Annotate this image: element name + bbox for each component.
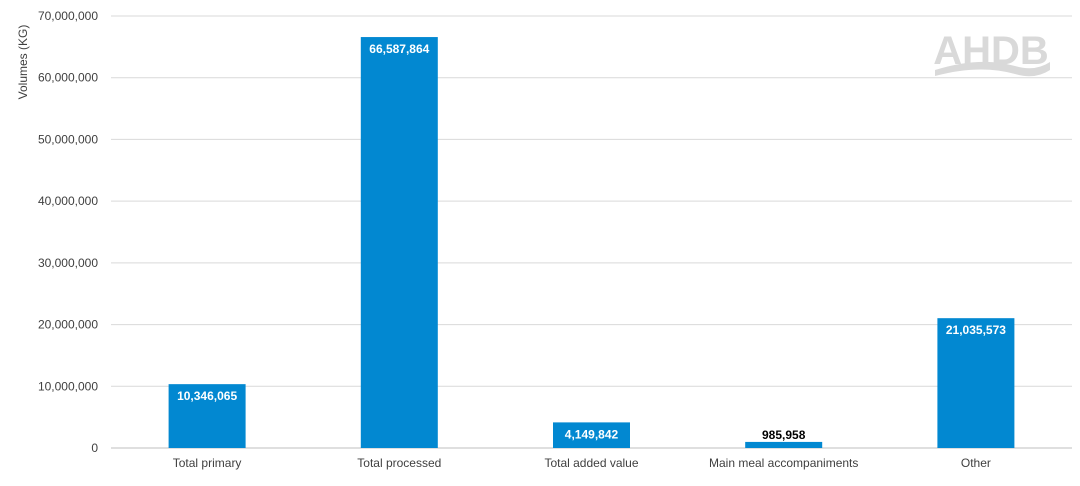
data-label: 21,035,573 xyxy=(946,323,1006,337)
y-tick-label: 30,000,000 xyxy=(38,256,98,270)
y-tick-label: 10,000,000 xyxy=(38,379,98,393)
y-axis-label: Volumes (KG) xyxy=(16,25,30,100)
gridlines xyxy=(111,15,1072,449)
x-tick-label: Total added value xyxy=(544,456,638,470)
x-tick-label: Main meal accompaniments xyxy=(709,456,858,470)
x-tick-label: Total processed xyxy=(357,456,441,470)
bar xyxy=(168,384,246,448)
y-axis-ticks: 0 10,000,000 20,000,000 30,000,000 40,000,00… xyxy=(38,9,98,455)
x-tick-label: Other xyxy=(961,456,991,470)
y-tick-label: 0 xyxy=(91,441,98,455)
data-label: 4,149,842 xyxy=(565,427,619,441)
data-labels: 10,346,065 66,587,864 4,149,842 985,958 21,0… xyxy=(177,42,1006,442)
bar xyxy=(360,37,438,449)
logo-swoosh-icon xyxy=(935,61,1050,77)
y-tick-label: 40,000,000 xyxy=(38,194,98,208)
x-tick-label: Total primary xyxy=(173,456,242,470)
y-tick-label: 50,000,000 xyxy=(38,132,98,146)
bar xyxy=(745,441,823,448)
data-label: 10,346,065 xyxy=(177,389,237,403)
y-tick-label: 60,000,000 xyxy=(38,71,98,85)
y-tick-label: 70,000,000 xyxy=(38,9,98,23)
bar xyxy=(937,318,1015,448)
data-label: 66,587,864 xyxy=(369,42,429,56)
bar xyxy=(553,422,630,448)
y-tick-label: 20,000,000 xyxy=(38,318,98,332)
bars xyxy=(168,37,1015,449)
x-axis-categories: Total primary Total processed Total added … xyxy=(173,456,991,470)
data-label: 985,958 xyxy=(762,428,806,442)
ahdb-logo: AHDB xyxy=(933,29,1050,77)
